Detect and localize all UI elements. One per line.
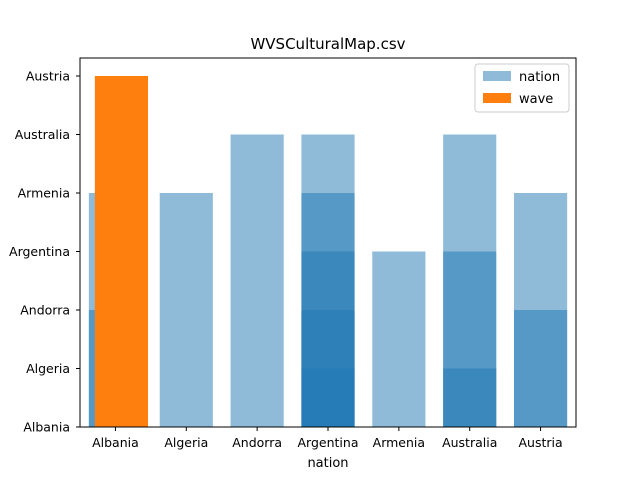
x-axis-label: nation bbox=[307, 456, 348, 471]
legend-swatch-wave bbox=[483, 93, 511, 103]
x-tick-label: Armenia bbox=[373, 435, 425, 450]
y-tick-label: Albania bbox=[23, 420, 70, 435]
x-tick-label: Albania bbox=[92, 435, 139, 450]
x-tick-label: Andorra bbox=[232, 435, 282, 450]
bar-nation-austria bbox=[514, 193, 568, 427]
bar-nation-andorra bbox=[230, 134, 284, 427]
y-tick-label: Austria bbox=[26, 69, 70, 84]
legend-label-nation: nation bbox=[519, 70, 560, 85]
bar-nation-armenia bbox=[372, 251, 426, 427]
legend-label-wave: wave bbox=[519, 92, 553, 107]
x-tick-label: Algeria bbox=[164, 435, 208, 450]
y-tick-label: Andorra bbox=[20, 303, 70, 318]
legend: nation wave bbox=[474, 63, 570, 113]
y-tick-label: Armenia bbox=[18, 186, 70, 201]
y-tick-label: Argentina bbox=[9, 244, 70, 259]
bar-nation-algeria bbox=[159, 193, 213, 427]
x-tick-label: Australia bbox=[442, 435, 497, 450]
x-tick-label: Argentina bbox=[298, 435, 359, 450]
legend-swatch-nation bbox=[483, 71, 511, 81]
bar-wave-albania bbox=[94, 76, 148, 427]
axes-layer: Albania Algeria Andorra Argentina Armenia Aus… bbox=[9, 57, 577, 450]
bar-nation-argentina bbox=[301, 134, 355, 427]
bars-layer bbox=[88, 76, 568, 427]
x-tick-label: Austria bbox=[518, 435, 562, 450]
bar-nation-australia bbox=[443, 134, 497, 427]
y-tick-label: Algeria bbox=[26, 361, 70, 376]
y-tick-label: Australia bbox=[15, 127, 70, 142]
chart-title: WVSCulturalMap.csv bbox=[250, 35, 405, 53]
